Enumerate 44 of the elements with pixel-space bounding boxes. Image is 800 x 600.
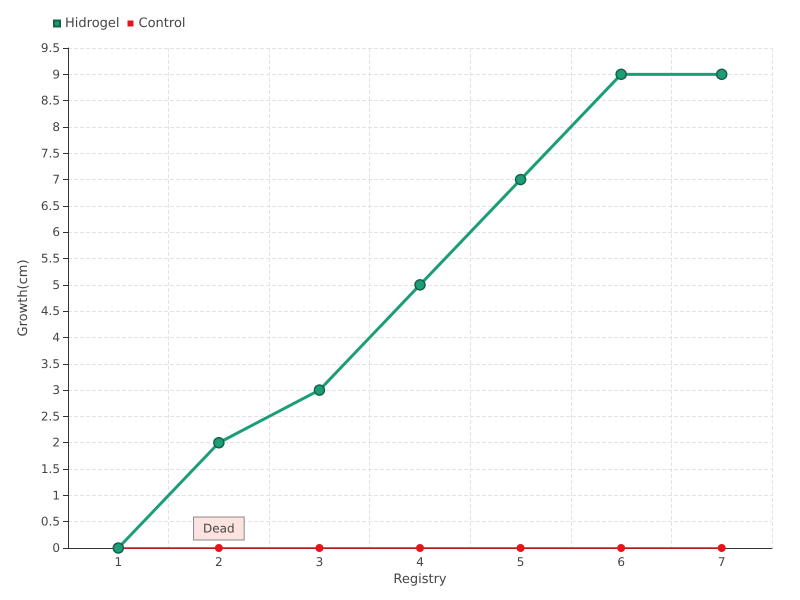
y-tick-label: 1.5 <box>40 462 60 476</box>
x-tick-label: 4 <box>416 555 424 569</box>
y-tick-label: 5.5 <box>40 252 60 266</box>
y-tick-label: 7 <box>52 172 60 187</box>
y-tick-label: 9.5 <box>40 41 60 55</box>
point <box>314 384 326 396</box>
y-tick-label: 8.5 <box>40 94 60 108</box>
annotation: Dead <box>203 522 235 536</box>
point <box>514 174 526 186</box>
point <box>617 544 626 552</box>
point <box>214 544 223 552</box>
point <box>718 544 726 552</box>
point <box>414 279 426 291</box>
x-tick-label: 3 <box>316 555 324 569</box>
y-tick-label: 6.5 <box>40 198 60 213</box>
point <box>716 68 728 80</box>
y-tick-label: 2 <box>52 436 60 450</box>
y-tick-label: 9 <box>52 67 60 82</box>
y-tick-label: 0.5 <box>40 514 60 529</box>
y-tick-label: 3 <box>52 383 60 398</box>
y-tick-label: 3.5 <box>40 356 60 371</box>
y-tick-label: 5 <box>52 278 60 292</box>
y-tick-label: 0 <box>52 541 60 555</box>
point <box>315 544 324 552</box>
y-tick-label: 2.5 <box>40 409 60 424</box>
legend-label: Hidrogel <box>65 16 120 31</box>
y-tick-label: 4 <box>52 330 60 344</box>
x-tick-label: 7 <box>718 555 726 569</box>
y-tick-label: 7.5 <box>40 146 60 160</box>
point <box>615 68 627 80</box>
y-axis-title: Growth(cm) <box>16 259 32 337</box>
y-tick-label: 6 <box>52 225 60 240</box>
y-tick-label: 1 <box>52 488 60 502</box>
x-tick-label: 5 <box>516 555 524 569</box>
y-tick-label: 4.5 <box>40 304 60 318</box>
point <box>516 544 525 552</box>
y-tick-label: 8 <box>52 120 60 134</box>
x-tick-label: 6 <box>617 555 625 569</box>
x-tick-label: 1 <box>114 555 122 569</box>
legend-label: Control <box>138 16 186 31</box>
x-axis-title: Registry <box>393 572 447 587</box>
point <box>416 544 424 552</box>
x-tick-label: 2 <box>215 555 223 569</box>
point <box>213 436 225 448</box>
